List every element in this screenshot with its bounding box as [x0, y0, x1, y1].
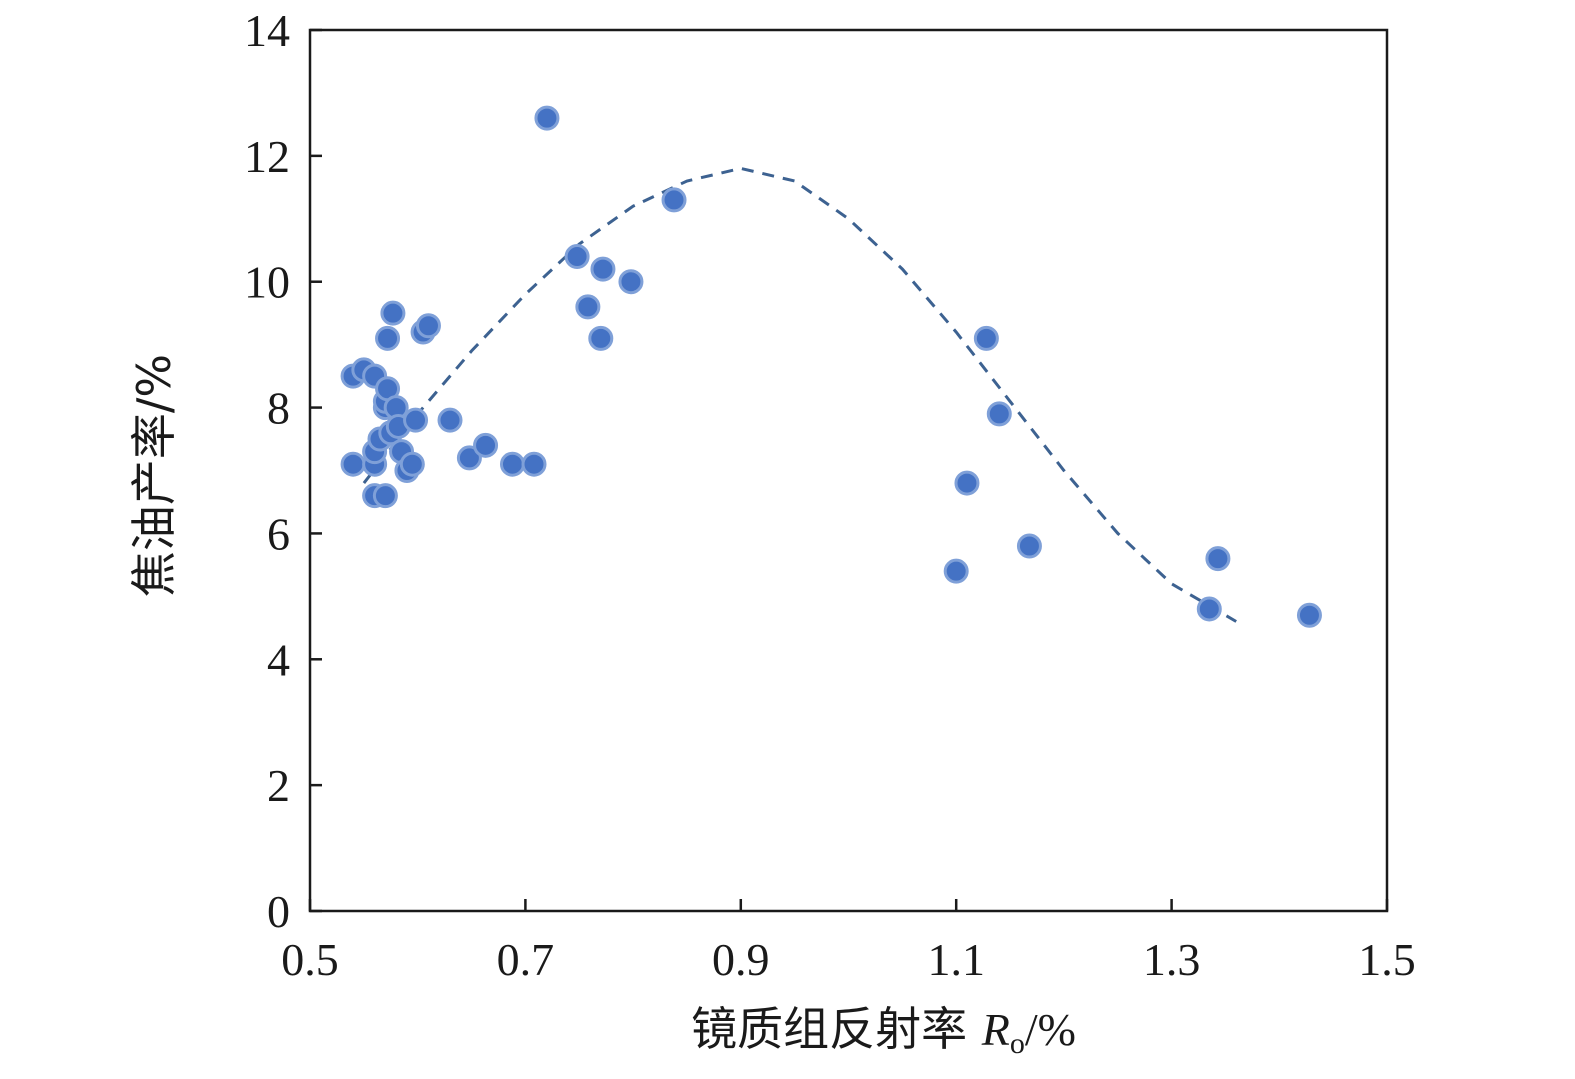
- y-axis-title: 焦油产率/%: [127, 354, 181, 597]
- data-point: [943, 558, 969, 584]
- x-tick-label: 1.5: [1358, 934, 1416, 985]
- data-point: [954, 470, 980, 496]
- y-tick-label: 6: [267, 508, 290, 559]
- y-tick-label: 4: [267, 634, 290, 685]
- trend-line: [362, 166, 1237, 623]
- data-point: [375, 325, 401, 351]
- data-point: [456, 445, 482, 471]
- data-point: [534, 105, 560, 131]
- data-point: [661, 187, 687, 213]
- data-point: [1016, 533, 1042, 559]
- data-point: [415, 313, 441, 339]
- data-point: [372, 483, 398, 509]
- data-point: [403, 407, 429, 433]
- data-point: [618, 269, 644, 295]
- data-point: [473, 432, 499, 458]
- x-tick-label: 0.5: [281, 934, 339, 985]
- y-tick-label: 0: [267, 886, 290, 937]
- data-point: [521, 451, 547, 477]
- y-axis: 0 2 4 6 8 10 12 14: [244, 5, 322, 937]
- plot-frame: [308, 28, 1389, 913]
- data-point: [575, 294, 601, 320]
- data-point: [380, 300, 406, 326]
- trend-layer: [362, 166, 1237, 623]
- x-axis-title-unit: /%: [1025, 1004, 1076, 1055]
- data-point: [340, 451, 366, 477]
- data-point: [1296, 602, 1322, 628]
- x-axis: 0.5 0.7 0.9 1.1 1.3 1.5: [281, 899, 1416, 985]
- data-point: [588, 325, 614, 351]
- x-axis-title-main: 镜质组反射率: [691, 1002, 982, 1056]
- data-point: [986, 401, 1012, 427]
- y-tick-label: 8: [267, 383, 290, 434]
- y-tick-label: 14: [244, 5, 290, 56]
- data-point: [1196, 596, 1222, 622]
- y-tick-label: 2: [267, 760, 290, 811]
- data-point: [499, 451, 525, 477]
- data-point: [564, 244, 590, 270]
- x-axis-title: 镜质组反射率 Ro/%: [691, 1002, 1076, 1060]
- data-point: [1205, 546, 1231, 572]
- data-point: [973, 325, 999, 351]
- x-tick-label: 1.3: [1143, 934, 1201, 985]
- data-point: [437, 407, 463, 433]
- data-point: [399, 451, 425, 477]
- x-tick-label: 0.9: [712, 934, 770, 985]
- x-tick-label: 1.1: [927, 934, 985, 985]
- x-tick-label: 0.7: [497, 934, 555, 985]
- x-axis-title-symbol: R: [981, 1004, 1010, 1055]
- y-tick-label: 10: [244, 257, 290, 308]
- data-point: [590, 256, 616, 282]
- y-tick-label: 12: [244, 131, 290, 182]
- data-points: [340, 105, 1322, 628]
- x-axis-title-subscript: o: [1010, 1027, 1025, 1060]
